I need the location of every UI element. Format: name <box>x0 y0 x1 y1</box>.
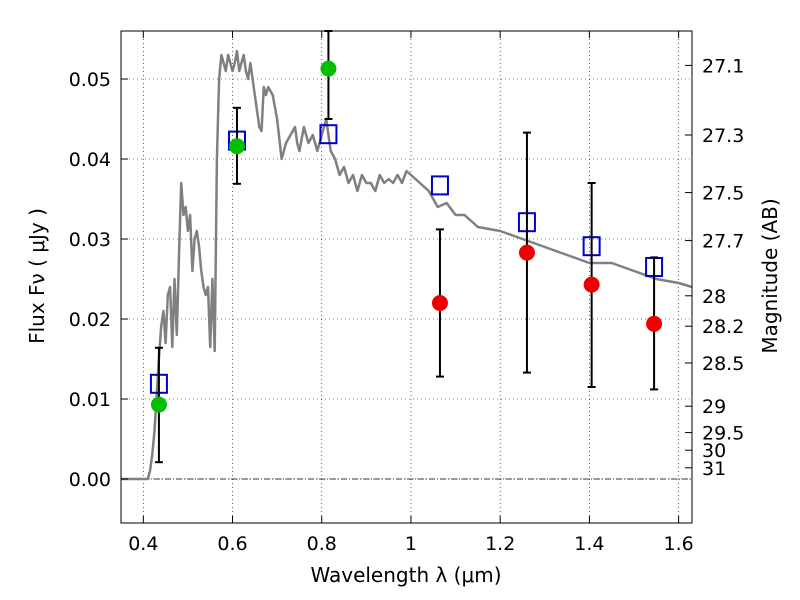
y-tick-label: 0.01 <box>69 389 111 411</box>
observed-point <box>431 295 448 311</box>
spectrum-curve-layer <box>121 49 693 481</box>
y2-tick-label: 29 <box>702 396 726 418</box>
y2-tick-label: 30 <box>702 440 726 462</box>
data-marks-layer <box>149 30 664 464</box>
x-axis-title: Wavelength λ (μm) <box>310 563 501 587</box>
x-tick-label: 0.8 <box>307 533 337 555</box>
x-tick-label: 0.4 <box>128 533 158 555</box>
model-square-marker <box>430 175 449 196</box>
axes-layer: 0.4 0.6 0.8 1 1.2 1.4 1.6 0.00 0.01 0.02 0.03 0.04 0… <box>69 31 744 555</box>
x-tick-label: 1.4 <box>574 533 604 555</box>
y2-tick-label: 29.5 <box>702 423 744 445</box>
y2-tick-label: 27.7 <box>702 231 744 253</box>
y2-tick-label: 28.2 <box>702 316 744 338</box>
spectrum-line <box>121 49 693 481</box>
grid <box>121 31 692 523</box>
observed-point <box>518 244 535 261</box>
y2-tick-label: 27.3 <box>702 125 744 147</box>
y-tick-label: 0.03 <box>69 229 111 251</box>
observed-point <box>583 276 600 293</box>
x-tick-label: 1.2 <box>485 533 515 555</box>
x-tick-label: 0.6 <box>217 533 247 555</box>
y-tick-label: 0.05 <box>69 69 111 91</box>
y2-tick-label: 31 <box>702 458 726 480</box>
model-square-marker <box>319 124 338 145</box>
x-tick-label: 1 <box>405 533 417 555</box>
y2-tick-label: 28.5 <box>702 353 744 375</box>
y-tick-label: 0.02 <box>69 309 111 331</box>
y2-tick-label: 28 <box>702 286 726 308</box>
y2-tick-label: 27.1 <box>702 55 744 77</box>
y-tick-label: 0.04 <box>69 149 111 171</box>
x-tick-label: 1.6 <box>664 533 694 555</box>
plot-frame <box>120 30 693 524</box>
y2-tick-label: 27.5 <box>702 183 744 205</box>
observed-point <box>150 396 167 413</box>
y2-axis-title: Magnitude (AB) <box>758 198 782 353</box>
y-axis-title: Flux Fν ( μJy ) <box>25 208 49 344</box>
observed-point <box>320 60 337 77</box>
observed-point <box>646 315 663 332</box>
y-tick-label: 0.00 <box>69 469 111 491</box>
observed-point <box>228 138 245 155</box>
